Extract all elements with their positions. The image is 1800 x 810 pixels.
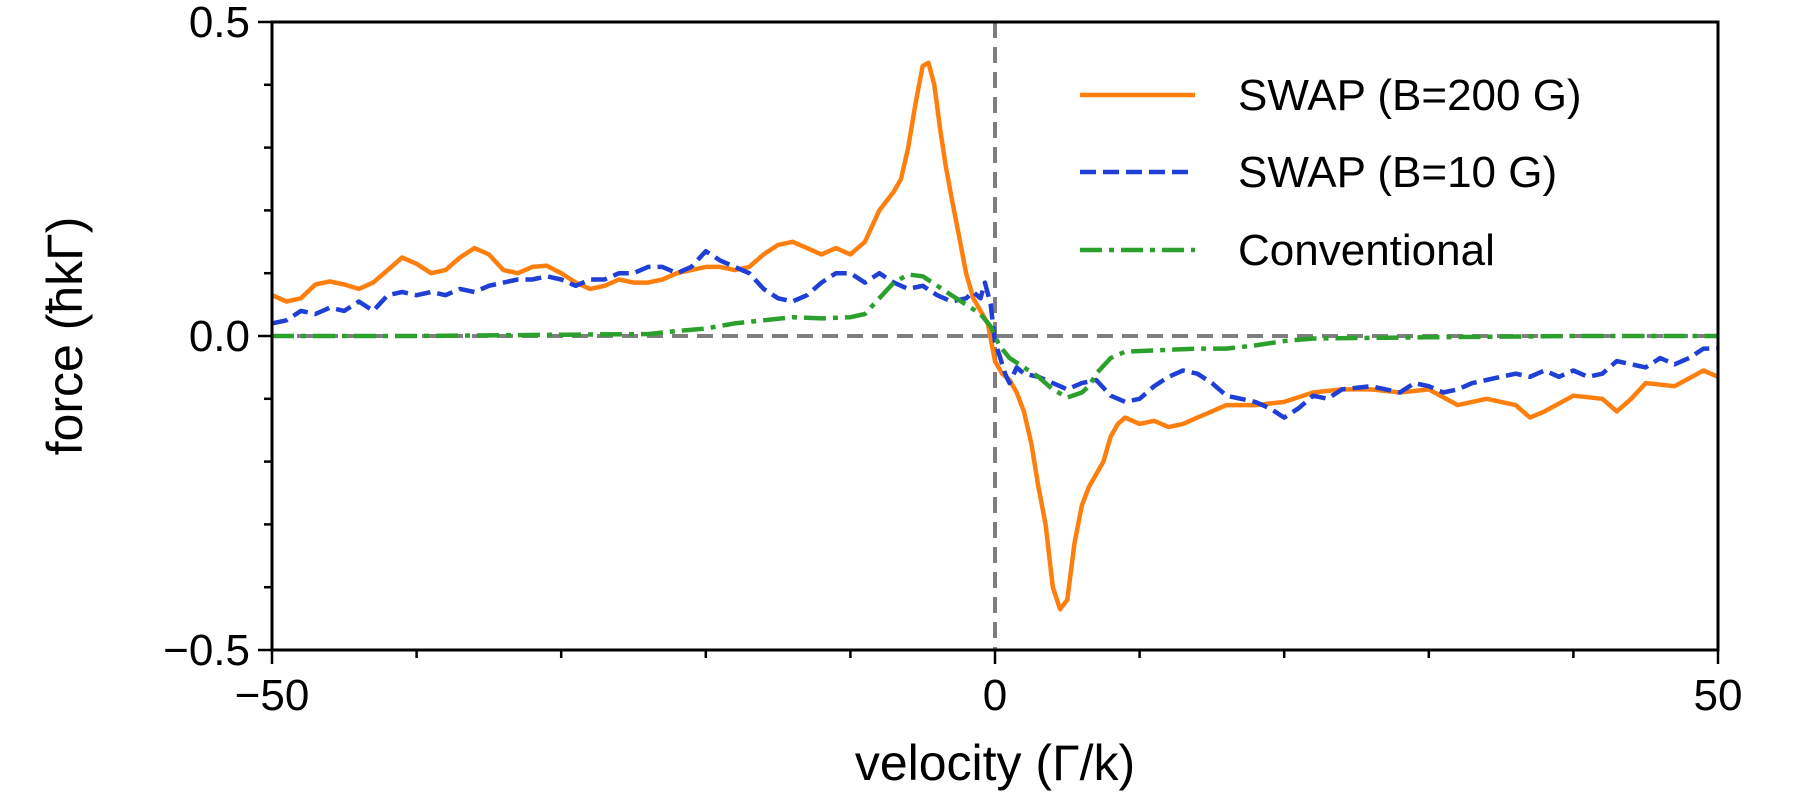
y-tick-label: 0.0: [189, 312, 250, 361]
series-line-3: [272, 272, 1718, 400]
legend-label-1: SWAP (B=200 G): [1238, 71, 1582, 120]
legend: SWAP (B=200 G) SWAP (B=10 G) Conventional: [1080, 71, 1582, 275]
x-axis-label: velocity (Γ/k): [855, 735, 1135, 791]
x-tick-label: 50: [1694, 671, 1743, 720]
series-line-2: [272, 248, 1718, 420]
y-tick-label: −0.5: [163, 626, 250, 675]
y-tick-label: 0.5: [189, 0, 250, 47]
y-axis-label: force (ħkΓ): [37, 217, 93, 456]
legend-label-2: SWAP (B=10 G): [1238, 148, 1557, 197]
series-layer: [272, 60, 1718, 612]
x-tick-label: −50: [235, 671, 310, 720]
legend-label-3: Conventional: [1238, 226, 1495, 275]
x-tick-label: 0: [983, 671, 1007, 720]
axis-ticks: −50 0 50 −0.5 0.0 0.5: [163, 0, 1742, 720]
series-line-1: [272, 60, 1718, 612]
